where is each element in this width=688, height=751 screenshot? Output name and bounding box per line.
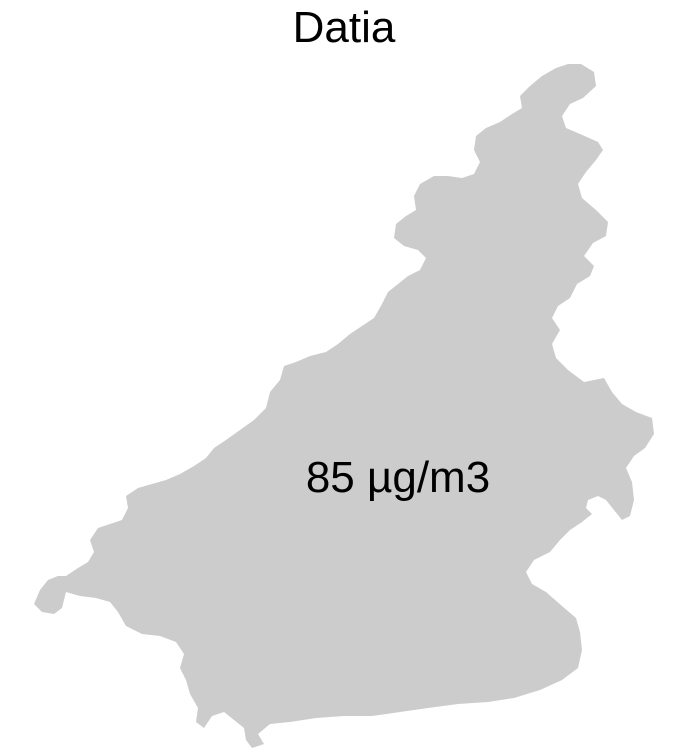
map-title: Datia	[292, 3, 396, 52]
datia-district-region	[34, 64, 654, 748]
pollution-value-label: 85 µg/m3	[305, 453, 491, 502]
